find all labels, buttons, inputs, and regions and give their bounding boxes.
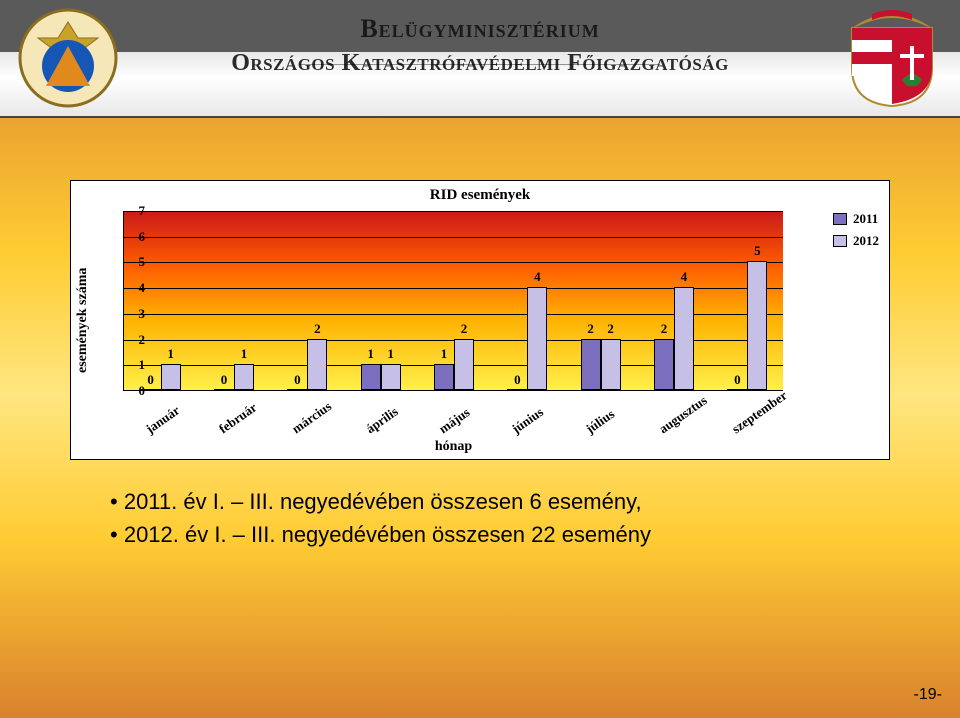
bar-2011-május (434, 364, 454, 390)
bar-label: 2 (449, 321, 479, 337)
bar-2011-június (507, 389, 527, 390)
bullet-list: 2011. év I. – III. negyedévében összesen… (110, 485, 651, 551)
bar-2012-május (454, 339, 474, 390)
gridline (124, 262, 783, 263)
bar-2011-szeptember (727, 389, 747, 390)
bar-label: 1 (376, 346, 406, 362)
bar-2011-március (287, 389, 307, 390)
header-rule (300, 64, 660, 65)
header-title: Belügyminisztérium Országos Katasztrófav… (150, 14, 810, 77)
y-tick-label: 1 (95, 357, 145, 373)
legend-label-2011: 2011 (853, 211, 878, 227)
bar-2012-július (601, 339, 621, 390)
x-tick-label: április (363, 404, 401, 437)
legend-swatch-2012 (833, 235, 847, 247)
bar-2011-április (361, 364, 381, 390)
bullet-2: 2012. év I. – III. negyedévében összesen… (110, 518, 651, 551)
x-tick-label: március (289, 398, 335, 437)
x-tick-label: augusztus (656, 392, 710, 437)
legend-item-2012: 2012 (833, 233, 879, 249)
legend-item-2011: 2011 (833, 211, 879, 227)
chart-title: RID események (71, 187, 889, 204)
bar-2011-február (214, 389, 234, 390)
bar-label: 1 (156, 346, 186, 362)
x-tick-label: május (436, 405, 473, 438)
bar-2012-január (161, 364, 181, 390)
header-line1: Belügyminisztérium (150, 14, 810, 44)
bar-2012-április (381, 364, 401, 390)
bar-2012-június (527, 287, 547, 390)
y-tick-label: 4 (95, 280, 145, 296)
bar-label: 1 (229, 346, 259, 362)
chart-plot-area: január01február01március02április11május… (123, 211, 783, 391)
bar-label: 4 (669, 269, 699, 285)
civil-protection-logo (18, 8, 118, 108)
x-axis-label: hónap (124, 439, 783, 455)
bar-2012-február (234, 364, 254, 390)
bullet-1: 2011. év I. – III. negyedévében összesen… (110, 485, 651, 518)
bar-label: 2 (596, 321, 626, 337)
page-number: -19- (914, 686, 942, 704)
bar-label: 4 (522, 269, 552, 285)
x-tick-label: július (583, 406, 618, 437)
y-tick-label: 7 (95, 203, 145, 219)
chart-legend: 2011 2012 (833, 211, 879, 255)
gridline (124, 211, 783, 212)
gridline (124, 237, 783, 238)
x-tick-label: január (143, 402, 183, 437)
x-tick-label: szeptember (729, 388, 790, 438)
hungary-coat-of-arms (842, 8, 942, 108)
bar-2011-augusztus (654, 339, 674, 390)
bar-2011-július (581, 339, 601, 390)
y-tick-label: 0 (95, 383, 145, 399)
bar-2012-augusztus (674, 287, 694, 390)
bar-label: 2 (302, 321, 332, 337)
bar-label: 5 (742, 243, 772, 259)
bar-2012-március (307, 339, 327, 390)
legend-swatch-2011 (833, 213, 847, 225)
y-tick-label: 5 (95, 254, 145, 270)
bar-2012-szeptember (747, 261, 767, 390)
y-axis-label: események száma (73, 181, 93, 459)
rid-chart: RID események események száma január 0 1 fe… (70, 180, 890, 460)
x-tick-label: február (216, 400, 260, 438)
y-tick-label: 6 (95, 229, 145, 245)
legend-label-2012: 2012 (853, 233, 879, 249)
x-tick-label: június (509, 404, 547, 437)
y-tick-label: 2 (95, 332, 145, 348)
y-tick-label: 3 (95, 306, 145, 322)
header: Belügyminisztérium Országos Katasztrófav… (0, 0, 960, 118)
